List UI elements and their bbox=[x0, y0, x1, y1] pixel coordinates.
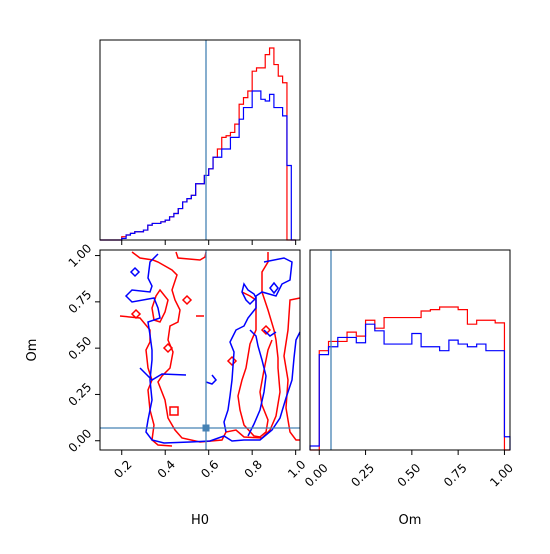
h0-hist-red-series bbox=[100, 47, 296, 241]
blue-contour-outer bbox=[124, 253, 301, 444]
panel-om-histogram: 0.00 0.25 0.50 0.75 1.00 Om bbox=[302, 249, 516, 528]
om-ytick-label-0: 0.00 bbox=[66, 426, 95, 455]
om-histogram-steps bbox=[309, 306, 511, 451]
om-ytick-label-4: 1.00 bbox=[66, 241, 95, 270]
h0-histogram-steps bbox=[100, 47, 296, 241]
blue-notch bbox=[205, 374, 218, 385]
blue-contours bbox=[124, 253, 301, 444]
h0-hist-frame bbox=[99, 39, 301, 241]
om-ytick-label-1: 0.25 bbox=[66, 380, 95, 409]
red-diamond-a bbox=[181, 294, 193, 306]
red-contour-top bbox=[175, 251, 207, 261]
h0-xtick-label-1: 0.4 bbox=[155, 457, 178, 480]
om-xtick-label-4: 1.00 bbox=[487, 461, 516, 490]
red-diamond-d bbox=[260, 324, 272, 336]
red-contour-far-right bbox=[283, 297, 301, 441]
contour-y-ticks: 0.00 0.25 0.50 0.75 1.00 bbox=[66, 241, 100, 455]
h0-hist-ticks bbox=[121, 240, 297, 245]
h0-xtick-label-3: 0.8 bbox=[242, 457, 265, 480]
om-hist-frame bbox=[309, 249, 511, 451]
contour-truth-marker bbox=[202, 424, 210, 432]
h0-hist-blue-series bbox=[100, 90, 296, 241]
red-contour-inner-right bbox=[237, 291, 273, 438]
red-square bbox=[169, 406, 179, 416]
red-contours bbox=[119, 251, 301, 447]
panel-h0-om-contours: 0.2 0.4 0.6 0.8 1.0 0.000.250.500.751.00 H0 … bbox=[25, 241, 309, 528]
red-contour-outer bbox=[131, 251, 281, 443]
om-xtick-label-2: 0.50 bbox=[395, 461, 424, 490]
red-diamond-e bbox=[130, 308, 142, 320]
om-xtick-label-0: 0.00 bbox=[302, 461, 331, 490]
h0-axis-label: H0 bbox=[191, 513, 209, 528]
contour-frame bbox=[99, 249, 301, 451]
red-contour-inner-loop bbox=[151, 288, 169, 323]
blue-notch-b bbox=[263, 329, 277, 337]
h0-xtick-label-2: 0.6 bbox=[198, 457, 221, 480]
contour-x-ticks: 0.2 0.4 0.6 0.8 1.0 bbox=[111, 450, 309, 481]
h0-xtick-label-0: 0.2 bbox=[111, 457, 134, 480]
red-contour-inner-left bbox=[119, 315, 173, 447]
blue-contour-left-arm bbox=[139, 367, 187, 381]
om-x-ticks: 0.00 0.25 0.50 0.75 1.00 bbox=[302, 450, 516, 490]
om-x-axis-label: Om bbox=[399, 513, 422, 528]
om-ytick-label-2: 0.50 bbox=[66, 334, 95, 363]
om-hist-blue-series bbox=[309, 323, 511, 450]
blue-contour-inner bbox=[223, 257, 293, 433]
om-y-axis-label: Om bbox=[25, 339, 40, 362]
red-diamond-b bbox=[226, 355, 238, 367]
blue-diamond-a bbox=[129, 266, 141, 278]
panel-h0-histogram bbox=[99, 39, 301, 245]
om-xtick-label-1: 0.25 bbox=[348, 461, 377, 490]
blue-contour-right-inner bbox=[241, 282, 257, 306]
om-xtick-label-3: 0.75 bbox=[441, 461, 470, 490]
red-diamond-c bbox=[162, 342, 174, 354]
blue-diamond-b bbox=[269, 281, 279, 295]
blue-contour-right-lobe bbox=[247, 329, 267, 437]
om-ytick-label-3: 0.75 bbox=[66, 287, 95, 316]
om-hist-red-series bbox=[310, 306, 510, 451]
